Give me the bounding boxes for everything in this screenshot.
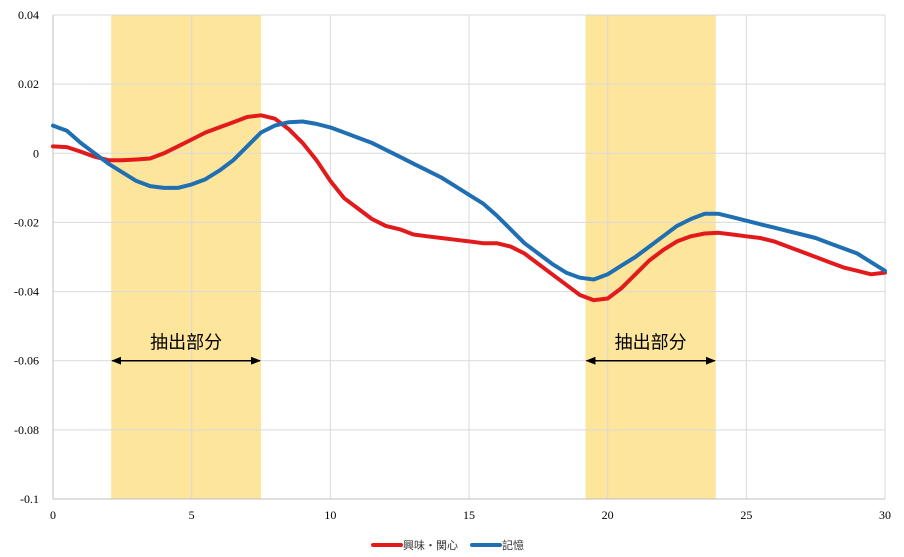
y-tick-label: 0 (33, 146, 39, 160)
y-tick-label: -0.06 (14, 354, 39, 368)
x-tick-label: 30 (879, 508, 891, 522)
x-tick-label: 5 (189, 508, 195, 522)
x-tick-label: 25 (740, 508, 752, 522)
y-tick-label: 0.02 (18, 77, 39, 91)
x-tick-label: 20 (602, 508, 614, 522)
x-tick-label: 15 (463, 508, 475, 522)
axes: 0.04 0.02 0 -0.02 -0.04 -0.06 -0.08 -0.1 0 5 10 15 2… (14, 8, 891, 522)
extract-range-label-1: 抽出部分 (150, 333, 222, 354)
x-tick-label: 10 (324, 508, 336, 522)
y-tick-label: -0.08 (14, 423, 39, 437)
series-line-1 (51, 113, 887, 303)
y-tick-label: 0.04 (18, 8, 39, 22)
legend-label-2: 記憶 (502, 538, 524, 552)
annotations: 抽出部分 抽出部分 (111, 333, 716, 365)
highlight-band-1 (111, 15, 262, 499)
y-tick-label: -0.02 (14, 215, 39, 229)
y-tick-label: -0.1 (20, 492, 39, 506)
series-line-2 (51, 119, 887, 282)
x-tick-label: 0 (50, 508, 56, 522)
highlight-bands (111, 15, 716, 499)
legend-label-1: 興味・関心 (403, 539, 458, 552)
legend: 興味・関心 記憶 (371, 538, 524, 552)
series-lines (51, 113, 887, 303)
y-tick-label: -0.04 (14, 285, 39, 299)
extract-range-label-2: 抽出部分 (615, 333, 687, 354)
